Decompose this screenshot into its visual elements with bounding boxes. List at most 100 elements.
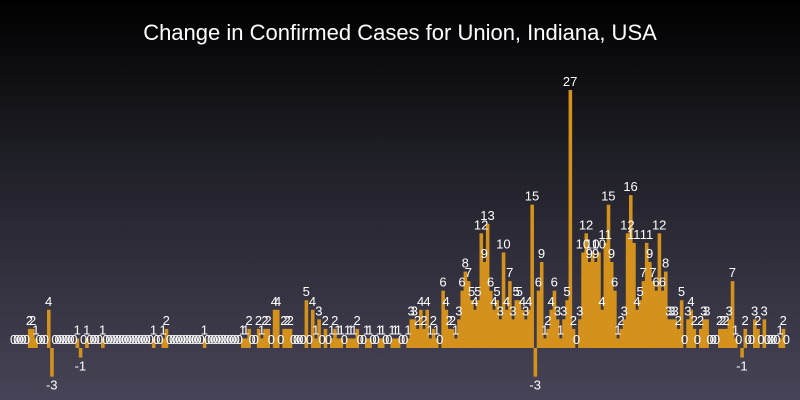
bar [431, 328, 436, 348]
bar [473, 309, 477, 348]
bar [549, 309, 554, 348]
data-label: 0 [268, 332, 275, 347]
bar [632, 242, 636, 348]
data-label: 2 [741, 313, 748, 328]
data-label: 4 [471, 294, 478, 309]
data-label: 3 [455, 303, 462, 318]
data-label: 15 [525, 189, 539, 204]
data-label: 3 [315, 303, 322, 318]
data-label: 0 [112, 332, 119, 347]
data-label: 2 [322, 313, 329, 328]
bar [75, 338, 80, 348]
data-label: 0 [188, 332, 195, 347]
bar [578, 319, 582, 348]
data-label: 1 [258, 322, 265, 337]
bar [670, 319, 674, 348]
bar [616, 338, 620, 348]
data-label: 0 [182, 332, 189, 347]
data-label: 0 [360, 332, 367, 347]
bar [562, 319, 566, 348]
bar [34, 338, 38, 348]
bar [330, 338, 334, 348]
data-label: 1 [557, 322, 564, 337]
bar [508, 281, 512, 348]
data-label: 4 [519, 294, 526, 309]
bar [536, 290, 541, 348]
data-label: 0 [64, 332, 71, 347]
bar [539, 262, 544, 348]
data-label: 0 [179, 332, 186, 347]
bar [434, 338, 439, 348]
data-label: 9 [646, 246, 653, 261]
data-label: 0 [109, 332, 116, 347]
chart-title: Change in Confirmed Cases for Union, Ind… [143, 20, 657, 45]
data-label: 2 [675, 313, 682, 328]
data-label: 5 [563, 284, 570, 299]
bar [641, 281, 646, 348]
bar [702, 319, 706, 348]
bar [78, 348, 83, 358]
bar [457, 319, 461, 348]
bar [460, 290, 465, 348]
data-label: 9 [608, 246, 615, 261]
bar [686, 319, 690, 348]
data-label: 3 [703, 303, 710, 318]
data-label: 9 [592, 246, 599, 261]
data-label: 0 [61, 332, 68, 347]
data-label: 11 [627, 227, 641, 242]
data-label: 1 [347, 322, 354, 337]
bar [590, 252, 595, 348]
bar [778, 338, 783, 348]
bar [530, 204, 534, 348]
bar [689, 309, 693, 348]
data-label: 0 [764, 332, 771, 347]
data-label: 0 [214, 332, 221, 347]
bar [511, 319, 515, 348]
bar [396, 338, 401, 348]
data-label: 11 [598, 227, 612, 242]
data-label: 0 [128, 332, 135, 347]
data-label: 3 [684, 303, 691, 318]
data-label: 3 [408, 303, 415, 318]
bar [603, 242, 608, 348]
data-label: 0 [248, 332, 255, 347]
data-label: 8 [662, 256, 669, 271]
data-label: 0 [369, 332, 376, 347]
data-label: 3 [665, 303, 672, 318]
data-label: 0 [710, 332, 717, 347]
data-label: 0 [207, 332, 214, 347]
data-label: 1 [433, 322, 440, 337]
data-label: 0 [252, 332, 259, 347]
data-label: 0 [172, 332, 179, 347]
bar [244, 338, 248, 348]
bar [743, 328, 748, 348]
data-label: 16 [623, 179, 637, 194]
bar [559, 338, 563, 348]
bar [476, 300, 480, 348]
data-label: 0 [70, 332, 77, 347]
data-label: 6 [611, 275, 618, 290]
data-label: 4 [490, 294, 497, 309]
bar [444, 309, 449, 348]
data-label: 0 [175, 332, 182, 347]
data-label: 1 [159, 322, 166, 337]
bar [657, 233, 662, 348]
bar [663, 271, 668, 348]
bar [492, 309, 496, 348]
bar [517, 300, 522, 348]
data-label: 3 [554, 303, 561, 318]
data-label: 2 [264, 313, 271, 328]
data-label: 0 [210, 332, 217, 347]
data-label: 5 [468, 284, 475, 299]
bar [415, 328, 420, 348]
bar [597, 252, 601, 348]
bar [651, 281, 655, 348]
bar [587, 262, 592, 348]
bar [609, 262, 614, 348]
bar [377, 338, 382, 348]
data-label: 2 [261, 313, 268, 328]
data-label: 0 [681, 332, 688, 347]
data-label: 1 [312, 322, 319, 337]
data-label: 5 [493, 284, 500, 299]
